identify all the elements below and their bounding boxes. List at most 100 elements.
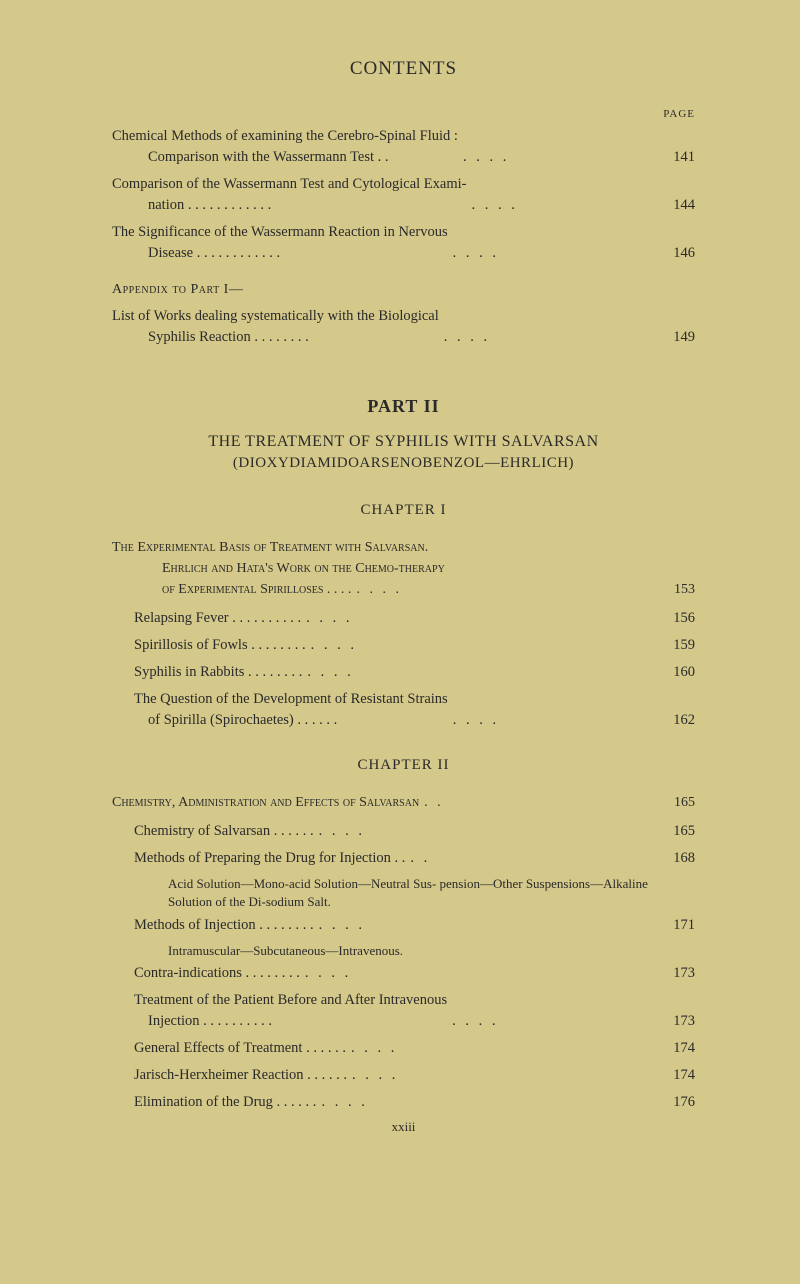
entry-dots: . . . . (302, 662, 358, 683)
entry-text: Treatment of the Patient Before and Afte… (134, 990, 447, 1032)
entry-dots: . . . . (347, 1065, 403, 1086)
entry-page-number: 174 (665, 1038, 695, 1059)
entry-page-number: 168 (665, 848, 695, 869)
chapter-topic: The Experimental Basis of Treatment with… (112, 537, 695, 600)
entry-text: Spirillosis of Fowls . . . . . . . . (134, 635, 306, 656)
entry-dots: . . . . (314, 821, 370, 842)
entry-page-number: 174 (665, 1065, 695, 1086)
toc-entry: The Question of the Development of Resis… (112, 689, 695, 731)
toc-entry: List of Works dealing systematically wit… (112, 306, 695, 348)
toc-entry: Spirillosis of Fowls . . . . . . . . . .… (112, 635, 695, 656)
entry-dots: . . . . (351, 579, 407, 600)
toc-entry-with-note: Methods of Injection . . . . . . . . . .… (112, 915, 695, 960)
entry-dots: . . . . (300, 963, 356, 984)
entry-text: Contra-indications . . . . . . . . (134, 963, 300, 984)
toc-entry: Chemical Methods of examining the Cerebr… (112, 126, 695, 168)
entry-page-number: 165 (665, 792, 695, 813)
page-folio-number: xxiii (112, 1119, 695, 1135)
toc-entry: Relapsing Fever . . . . . . . . . . . . … (112, 608, 695, 629)
entry-line1: The Significance of the Wassermann React… (112, 224, 448, 240)
entry-dots: . . . . (346, 1038, 402, 1059)
entry-dots: . . . . (439, 327, 495, 348)
topic-row: Chemistry, Administration and Effects of… (112, 792, 695, 813)
toc-entry: Contra-indications . . . . . . . . . . .… (112, 963, 695, 984)
chapter-topic: Chemistry, Administration and Effects of… (112, 792, 695, 813)
entry-text: The Significance of the Wassermann React… (112, 222, 448, 264)
entry-dots: . . (405, 848, 435, 869)
toc-entry: General Effects of Treatment . . . . . .… (112, 1038, 695, 1059)
entry-line2: Comparison with the Wassermann Test . . (112, 147, 458, 168)
toc-entry: Treatment of the Patient Before and Afte… (112, 990, 695, 1032)
topic-line1: The Experimental Basis of Treatment with… (112, 540, 428, 555)
entry-page-number: 159 (665, 635, 695, 656)
toc-entry: Chemistry of Salvarsan . . . . . . . . .… (112, 821, 695, 842)
entry-dots: . . . . (466, 195, 522, 216)
toc-entry: Comparison of the Wassermann Test and Cy… (112, 174, 695, 216)
page-column-header: PAGE (112, 108, 695, 120)
entry-text: Syphilis in Rabbits . . . . . . . . (134, 662, 302, 683)
part-number: PART II (112, 396, 695, 417)
page-title: CONTENTS (112, 58, 695, 80)
toc-entry: Jarisch-Herxheimer Reaction . . . . . . … (112, 1065, 695, 1086)
entry-note: Intramuscular—Subcutaneous—Intravenous. (112, 942, 695, 960)
entry-page-number: 153 (665, 579, 695, 600)
topic-line2: Ehrlich and Hata's Work on the Chemo-the… (112, 558, 695, 579)
toc-entry: Syphilis in Rabbits . . . . . . . . . . … (112, 662, 695, 683)
entry-text: Chemistry of Salvarsan . . . . . . (134, 821, 314, 842)
entry-dots: . . . . (447, 1011, 503, 1032)
entry-line2: Disease . . . . . . . . . . . . (112, 243, 448, 264)
entry-text: The Question of the Development of Resis… (134, 689, 448, 731)
entry-page-number: 146 (665, 243, 695, 264)
toc-entry: Methods of Injection . . . . . . . . . .… (112, 915, 695, 936)
entry-line2: of Spirilla (Spirochaetes) . . . . . . (134, 710, 448, 731)
chapter-heading: CHAPTER II (112, 757, 695, 774)
entry-text: Methods of Injection . . . . . . . . (134, 915, 314, 936)
entry-line1: Treatment of the Patient Before and Afte… (134, 992, 447, 1008)
entry-page-number: 156 (665, 608, 695, 629)
entry-note: Acid Solution—Mono-acid Solution—Neutral… (112, 875, 695, 911)
entry-page-number: 160 (665, 662, 695, 683)
entry-page-number: 165 (665, 821, 695, 842)
entry-line1: Comparison of the Wassermann Test and Cy… (112, 176, 466, 192)
topic-row: of Experimental Spirilloses . . . . . . … (112, 579, 695, 600)
entry-page-number: 141 (665, 147, 695, 168)
entry-line2: Injection . . . . . . . . . . (134, 1011, 447, 1032)
entry-dots: . . . . (448, 243, 504, 264)
entry-dots: . . . . (314, 915, 370, 936)
entry-page-number: 173 (665, 963, 695, 984)
entry-page-number: 162 (665, 710, 695, 731)
entry-dots: . . . . (306, 635, 362, 656)
entry-page-number: 144 (665, 195, 695, 216)
chapter-heading: CHAPTER I (112, 502, 695, 519)
entry-page-number: 176 (665, 1092, 695, 1113)
entry-dots: . . . . (458, 147, 514, 168)
entry-dots: . . . . (301, 608, 357, 629)
entry-line2: Syphilis Reaction . . . . . . . . (112, 327, 439, 348)
toc-entry: Methods of Preparing the Drug for Inject… (112, 848, 695, 869)
entry-text: Elimination of the Drug . . . . . . (134, 1092, 316, 1113)
entry-page-number: 171 (665, 915, 695, 936)
toc-entry: The Significance of the Wassermann React… (112, 222, 695, 264)
part-subtitle: (DIOXYDIAMIDOARSENOBENZOL—EHRLICH) (112, 455, 695, 472)
entry-line1: List of Works dealing systematically wit… (112, 308, 439, 324)
toc-entry: Elimination of the Drug . . . . . . . . … (112, 1092, 695, 1113)
entry-line1: The Question of the Development of Resis… (134, 691, 448, 707)
entry-line1: Chemical Methods of examining the Cerebr… (112, 128, 458, 144)
entry-text: Methods of Preparing the Drug for Inject… (134, 848, 405, 869)
appendix-heading: Appendix to Part I— (112, 282, 695, 298)
entry-text: General Effects of Treatment . . . . . . (134, 1038, 346, 1059)
entry-text: Jarisch-Herxheimer Reaction . . . . . . (134, 1065, 347, 1086)
toc-entry-with-note: Methods of Preparing the Drug for Inject… (112, 848, 695, 911)
topic-line3: of Experimental Spirilloses . . . . (112, 579, 351, 600)
entry-page-number: 173 (665, 1011, 695, 1032)
entry-page-number: 149 (665, 327, 695, 348)
entry-dots: . . (419, 792, 449, 813)
part-title: THE TREATMENT OF SYPHILIS WITH SALVARSAN (112, 433, 695, 451)
entry-dots: . . . . (448, 710, 504, 731)
entry-text: List of Works dealing systematically wit… (112, 306, 439, 348)
entry-text: Comparison of the Wassermann Test and Cy… (112, 174, 466, 216)
entry-line2: nation . . . . . . . . . . . . (112, 195, 466, 216)
entry-text: Chemical Methods of examining the Cerebr… (112, 126, 458, 168)
entry-dots: . . . . (316, 1092, 372, 1113)
entry-text: Relapsing Fever . . . . . . . . . . (134, 608, 301, 629)
